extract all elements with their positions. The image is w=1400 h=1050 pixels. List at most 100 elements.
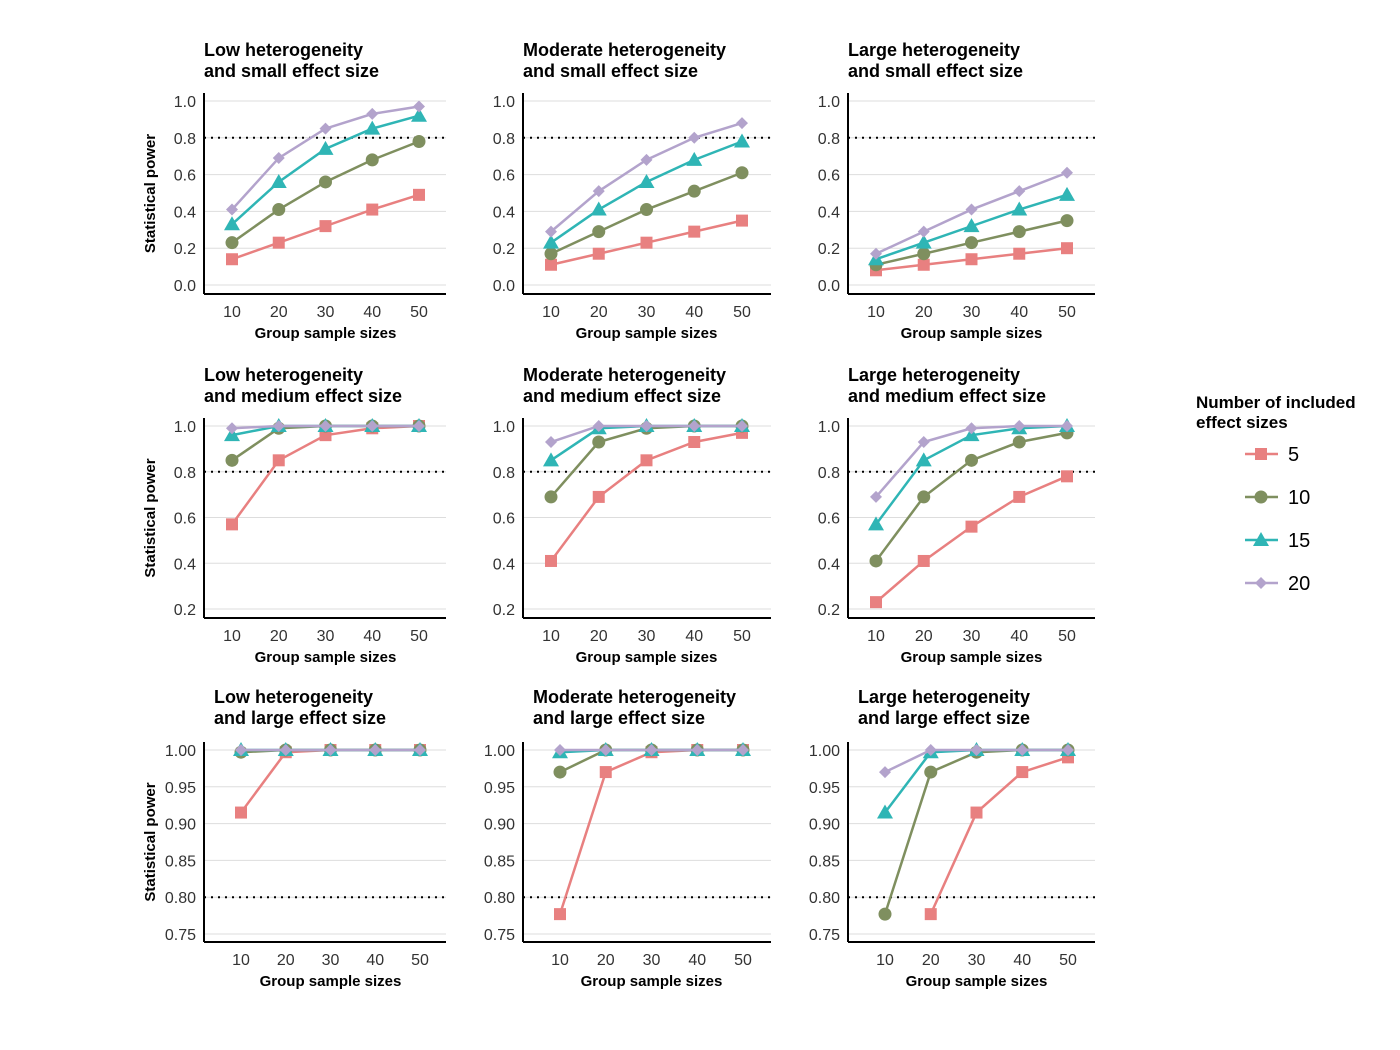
data-point-5 xyxy=(592,247,605,260)
data-point-5 xyxy=(319,220,332,233)
y-tick-label: 0.6 xyxy=(493,511,515,528)
x-tick-label: 30 xyxy=(638,628,656,645)
legend-title-line-1: Number of included xyxy=(1196,393,1356,412)
panel-title-line: Large heterogeneity xyxy=(848,40,1020,60)
x-tick-label: 20 xyxy=(277,952,295,969)
data-point-15 xyxy=(543,234,559,249)
data-point-20 xyxy=(324,744,337,756)
y-tick-label: 0.8 xyxy=(174,465,196,482)
data-point-20 xyxy=(413,100,425,113)
data-point-15 xyxy=(638,173,655,188)
data-point-20 xyxy=(1061,420,1073,432)
x-tick-label: 20 xyxy=(915,304,933,321)
panel-title-line: and small effect size xyxy=(204,61,379,81)
data-point-10 xyxy=(869,554,883,568)
data-point-5 xyxy=(1061,470,1073,483)
x-tick-label: 50 xyxy=(1058,628,1076,645)
x-tick-label: 20 xyxy=(915,628,933,645)
data-point-20 xyxy=(1062,744,1074,756)
y-tick-label: 0.90 xyxy=(484,817,515,834)
series-line-5 xyxy=(929,756,1069,915)
panel-title-line: and medium effect size xyxy=(204,386,402,406)
data-point-20 xyxy=(226,203,238,216)
x-tick-label: 40 xyxy=(688,952,706,969)
y-tick-label: 0.2 xyxy=(818,602,840,619)
data-point-5 xyxy=(640,236,653,249)
y-tick-label: 0.85 xyxy=(809,853,840,870)
y-tick-label: 0.80 xyxy=(809,890,840,907)
series-line-5 xyxy=(558,748,743,915)
y-tick-label: 0.4 xyxy=(818,556,840,573)
data-point-5 xyxy=(688,225,701,238)
data-point-5 xyxy=(924,908,937,921)
y-tick-label: 1.0 xyxy=(493,94,515,111)
panel-title-line: and medium effect size xyxy=(848,386,1046,406)
data-point-20 xyxy=(688,131,701,144)
data-point-20 xyxy=(879,766,891,779)
data-point-5 xyxy=(319,429,332,442)
data-point-15 xyxy=(317,140,334,155)
x-axis-label: Group sample sizes xyxy=(255,325,397,342)
data-point-20 xyxy=(366,420,379,432)
data-point-5 xyxy=(1013,490,1026,503)
legend-title-line-2: effect sizes xyxy=(1196,413,1288,432)
x-tick-label: 10 xyxy=(232,952,250,969)
data-point-5 xyxy=(965,520,978,533)
data-point-5 xyxy=(554,908,566,921)
y-tick-label: 0.4 xyxy=(818,204,840,221)
y-tick-label: 0.4 xyxy=(174,556,196,573)
legend-marker-5 xyxy=(1255,448,1267,460)
data-point-5 xyxy=(226,518,238,531)
y-tick-label: 0.8 xyxy=(493,465,515,482)
x-tick-label: 50 xyxy=(733,628,751,645)
data-point-20 xyxy=(545,225,557,238)
x-tick-label: 30 xyxy=(317,304,335,321)
x-tick-label: 30 xyxy=(963,628,981,645)
data-point-20 xyxy=(1013,185,1026,198)
y-tick-label: 0.2 xyxy=(493,602,515,619)
data-point-10 xyxy=(365,153,379,167)
data-point-20 xyxy=(554,744,566,756)
y-tick-label: 1.0 xyxy=(174,94,196,111)
data-point-10 xyxy=(544,247,558,261)
data-point-15 xyxy=(1011,201,1028,216)
panel-title-line: Large heterogeneity xyxy=(858,687,1030,707)
data-point-5 xyxy=(917,554,930,567)
panel-title-line: and small effect size xyxy=(523,61,698,81)
data-point-15 xyxy=(915,234,932,249)
data-point-20 xyxy=(917,225,930,238)
data-point-15 xyxy=(915,452,932,467)
data-point-20 xyxy=(965,422,978,435)
x-tick-label: 10 xyxy=(876,952,894,969)
data-point-10 xyxy=(917,490,931,504)
data-point-5 xyxy=(235,806,247,819)
panel-title-line: and medium effect size xyxy=(523,386,721,406)
x-tick-label: 10 xyxy=(223,304,241,321)
data-point-15 xyxy=(734,133,750,148)
data-point-5 xyxy=(870,596,882,609)
data-point-5 xyxy=(640,454,653,467)
y-tick-label: 0.80 xyxy=(165,890,196,907)
x-tick-label: 10 xyxy=(223,628,241,645)
x-tick-label: 40 xyxy=(363,304,381,321)
data-point-20 xyxy=(592,185,605,198)
data-point-10 xyxy=(592,435,606,449)
y-tick-label: 0.6 xyxy=(493,168,515,185)
y-tick-label: 0.4 xyxy=(174,204,196,221)
data-point-5 xyxy=(1013,247,1026,260)
data-point-5 xyxy=(917,258,930,271)
data-point-20 xyxy=(691,744,704,756)
data-point-10 xyxy=(965,236,978,250)
y-tick-label: 0.6 xyxy=(174,168,196,185)
legend-marker-15 xyxy=(1253,532,1269,546)
x-axis-label: Group sample sizes xyxy=(576,649,718,666)
x-axis-label: Group sample sizes xyxy=(581,973,723,990)
series-line-5 xyxy=(875,475,1068,604)
